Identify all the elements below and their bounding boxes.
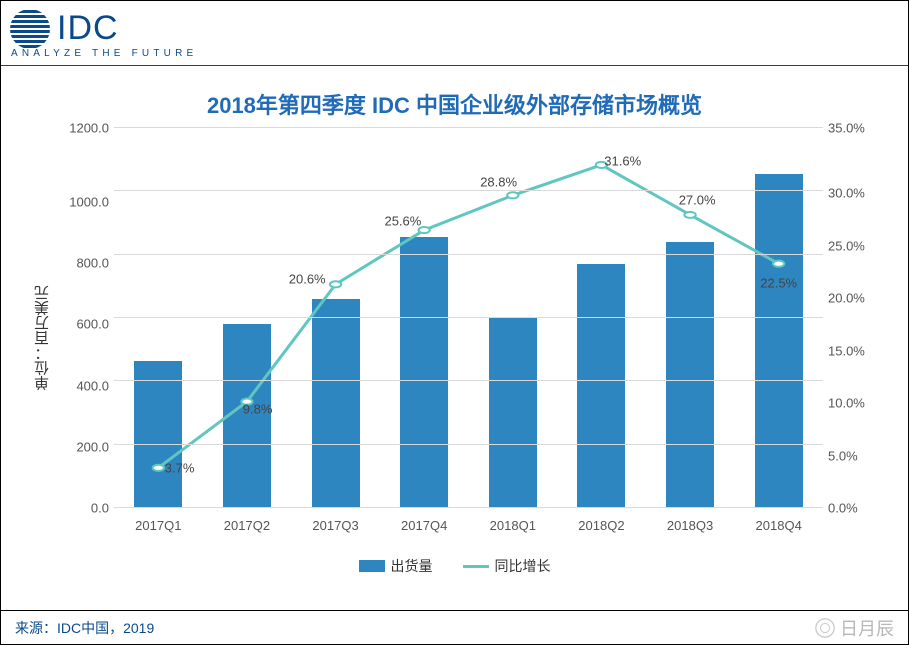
grid-line	[114, 444, 823, 445]
footer: 来源：IDC中国，2019 日月辰	[1, 610, 908, 644]
idc-logo: IDC ANALYZE THE FUTURE	[9, 8, 197, 59]
chart-title: 2018年第四季度 IDC 中国企业级外部存储市场概览	[26, 76, 883, 128]
y-left-tick: 1000.0	[54, 196, 109, 209]
plot-area: 3.7% 9.8% 20.6% 25.6% 28.8% 31.6% 27.0% 22.5%	[114, 128, 823, 508]
legend: 出货量 同比增长	[26, 556, 883, 576]
y-right-tick: 20.0%	[828, 292, 883, 305]
x-tick-label: 2017Q1	[114, 518, 203, 548]
x-tick-label: 2018Q1	[469, 518, 558, 548]
line-value-label: 22.5%	[760, 275, 797, 290]
chart-container: 2018年第四季度 IDC 中国企业级外部存储市场概览 单位：百万美元 1200…	[1, 66, 908, 611]
y-right-ticks: 35.0%30.0%25.0%20.0%15.0%10.0%5.0%0.0%	[828, 128, 883, 508]
bar-slot	[203, 128, 292, 508]
bar	[312, 299, 360, 508]
bar	[666, 242, 714, 508]
line-value-label: 20.6%	[289, 271, 326, 286]
y-left-tick: 0.0	[54, 501, 109, 514]
bar	[134, 361, 182, 508]
y-left-axis-label: 单位：百万美元	[32, 286, 53, 391]
y-left-tick: 400.0	[54, 379, 109, 392]
grid-line	[114, 507, 823, 508]
y-left-tick: 1200.0	[54, 122, 109, 135]
grid-line	[114, 127, 823, 128]
y-left-ticks: 1200.01000.0800.0600.0400.0200.00.0	[54, 128, 109, 508]
legend-bar: 出货量	[359, 556, 433, 576]
x-tick-label: 2018Q2	[557, 518, 646, 548]
bar	[489, 318, 537, 508]
y-right-tick: 25.0%	[828, 239, 883, 252]
watermark: 日月辰	[814, 615, 894, 641]
grid-line	[114, 317, 823, 318]
y-right-tick: 10.0%	[828, 397, 883, 410]
bar	[400, 237, 448, 508]
bar-slot	[380, 128, 469, 508]
bar-slot	[114, 128, 203, 508]
legend-line-label: 同比增长	[495, 556, 551, 576]
legend-line: 同比增长	[463, 556, 551, 576]
y-left-tick: 600.0	[54, 318, 109, 331]
x-tick-label: 2017Q4	[380, 518, 469, 548]
bar-slot	[557, 128, 646, 508]
bar	[755, 174, 803, 508]
idc-logo-text: IDC	[57, 9, 119, 48]
y-right-tick: 30.0%	[828, 187, 883, 200]
legend-bar-label: 出货量	[391, 556, 433, 576]
line-value-label: 28.8%	[480, 175, 517, 190]
line-value-label: 25.6%	[384, 213, 421, 228]
bar	[577, 264, 625, 508]
line-value-label: 9.8%	[243, 402, 273, 417]
grid-line	[114, 190, 823, 191]
line-value-label: 27.0%	[679, 192, 716, 207]
grid-line	[114, 254, 823, 255]
line-value-label: 31.6%	[604, 154, 641, 169]
plot-wrap: 单位：百万美元 1200.01000.0800.0600.0400.0200.0…	[54, 128, 883, 548]
y-right-tick: 5.0%	[828, 449, 883, 462]
y-left-tick: 800.0	[54, 257, 109, 270]
grid-line	[114, 380, 823, 381]
y-left-tick: 200.0	[54, 440, 109, 453]
watermark-text: 日月辰	[840, 615, 894, 641]
x-tick-label: 2017Q2	[203, 518, 292, 548]
legend-line-swatch	[463, 565, 489, 568]
bar-slot	[291, 128, 380, 508]
x-tick-label: 2017Q3	[291, 518, 380, 548]
bar-slot	[734, 128, 823, 508]
y-right-tick: 15.0%	[828, 344, 883, 357]
footer-source: 来源：IDC中国，2019	[15, 618, 154, 638]
line-value-label: 3.7%	[165, 460, 195, 475]
watermark-icon	[814, 617, 836, 639]
idc-globe-icon	[9, 8, 51, 50]
bars-group	[114, 128, 823, 508]
bar-slot	[646, 128, 735, 508]
y-right-tick: 35.0%	[828, 122, 883, 135]
x-axis-labels: 2017Q12017Q22017Q32017Q42018Q12018Q22018…	[114, 510, 823, 548]
legend-bar-swatch	[359, 560, 385, 572]
x-tick-label: 2018Q3	[646, 518, 735, 548]
header: IDC ANALYZE THE FUTURE	[1, 1, 908, 66]
y-right-tick: 0.0%	[828, 501, 883, 514]
x-tick-label: 2018Q4	[734, 518, 823, 548]
